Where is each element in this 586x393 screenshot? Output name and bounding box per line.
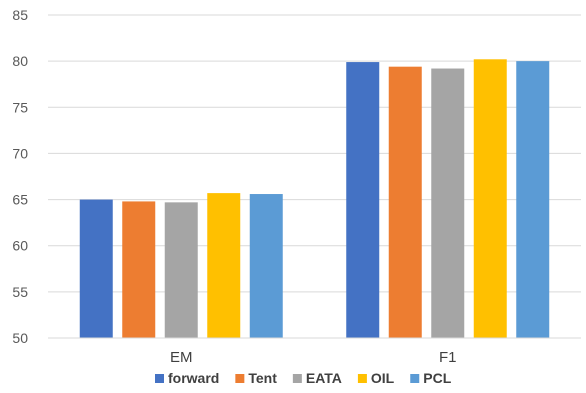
x-axis-category-labels: EM F1 (170, 349, 457, 366)
legend-label-Tent: Tent (248, 370, 277, 386)
legend-label-OIL: OIL (371, 370, 395, 386)
y-tick-label-60: 60 (12, 238, 28, 254)
legend-label-PCL: PCL (423, 370, 451, 386)
bar-Tent-F1 (388, 66, 422, 339)
y-tick-label-80: 80 (12, 53, 28, 69)
y-tick-label-75: 75 (12, 99, 28, 115)
y-tick-label-50: 50 (12, 330, 28, 346)
bar-EATA-EM (164, 202, 198, 338)
legend-swatch-forward (155, 374, 164, 383)
legend-swatch-Tent (235, 374, 245, 383)
bar-PCL-F1 (516, 61, 550, 339)
bars (79, 59, 550, 339)
bar-EATA-F1 (431, 68, 465, 339)
bar-OIL-EM (207, 193, 241, 338)
bar-OIL-F1 (473, 59, 507, 338)
y-tick-label-85: 85 (12, 7, 28, 23)
legend-label-forward: forward (168, 370, 219, 386)
legend-swatch-OIL (357, 374, 367, 383)
y-tick-label-55: 55 (12, 284, 28, 300)
legend: forward Tent EATA OIL PCL (155, 370, 452, 386)
legend-swatch-PCL (410, 374, 420, 383)
category-label-EM: EM (170, 349, 193, 366)
category-label-F1: F1 (439, 349, 457, 366)
y-axis-tick-labels: 50 55 60 65 70 75 80 85 (12, 7, 28, 346)
legend-swatch-EATA (292, 374, 302, 383)
y-tick-label-65: 65 (12, 192, 28, 208)
bar-forward-F1 (346, 62, 380, 339)
legend-label-EATA: EATA (306, 370, 342, 386)
bar-forward-EM (79, 199, 113, 338)
bar-Tent-EM (122, 201, 156, 338)
bar-PCL-EM (249, 194, 283, 338)
y-tick-label-70: 70 (12, 145, 28, 161)
